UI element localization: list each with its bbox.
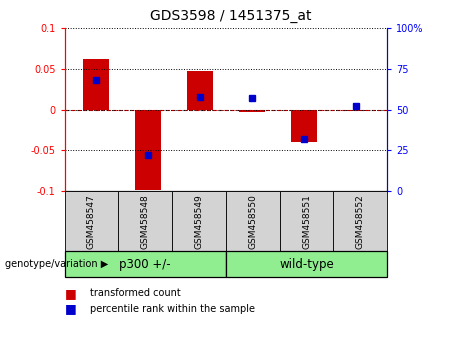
Text: GSM458550: GSM458550 <box>248 194 257 249</box>
Text: wild-type: wild-type <box>279 258 334 271</box>
Text: GSM458548: GSM458548 <box>141 194 150 249</box>
Bar <box>83 59 109 110</box>
Text: ■: ■ <box>65 303 76 315</box>
Bar <box>343 110 369 112</box>
Text: transformed count: transformed count <box>90 288 181 298</box>
Text: ■: ■ <box>65 287 76 299</box>
Text: GSM458551: GSM458551 <box>302 194 311 249</box>
Text: GSM458547: GSM458547 <box>87 194 96 249</box>
Bar <box>239 110 265 112</box>
Text: GSM458552: GSM458552 <box>356 194 365 249</box>
Bar <box>187 71 213 110</box>
Text: percentile rank within the sample: percentile rank within the sample <box>90 304 255 314</box>
Bar <box>135 110 161 189</box>
Text: GSM458549: GSM458549 <box>195 194 203 249</box>
Bar <box>291 110 317 142</box>
Text: GDS3598 / 1451375_at: GDS3598 / 1451375_at <box>150 9 311 23</box>
Text: genotype/variation ▶: genotype/variation ▶ <box>5 259 108 269</box>
Text: p300 +/-: p300 +/- <box>119 258 171 271</box>
